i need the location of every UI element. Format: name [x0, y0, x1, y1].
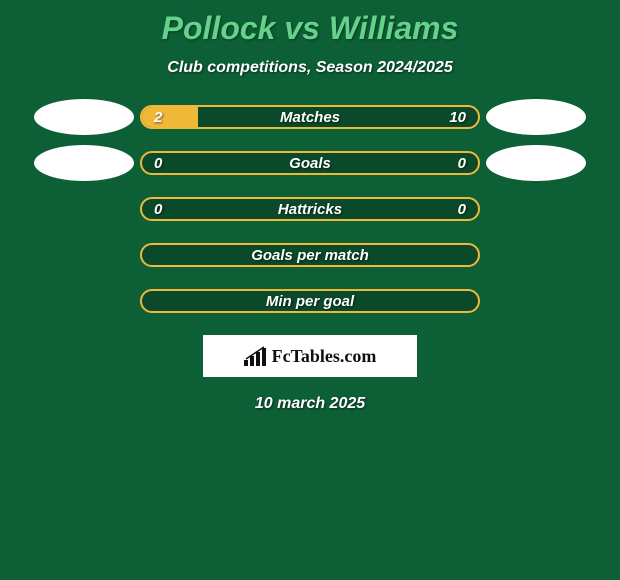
player-right-avatar: [486, 145, 586, 181]
right-avatar-slot: [480, 99, 592, 135]
brand-text: FcTables.com: [272, 346, 377, 367]
stat-row: 00Goals: [0, 151, 620, 175]
stat-row: Goals per match: [0, 243, 620, 267]
right-avatar-slot: [480, 145, 592, 181]
player-right-avatar: [486, 99, 586, 135]
brand-logo[interactable]: FcTables.com: [203, 335, 417, 377]
stat-bar: 00Goals: [140, 151, 480, 175]
stat-bar: 210Matches: [140, 105, 480, 129]
date-label: 10 march 2025: [0, 395, 620, 413]
player-left-avatar: [34, 99, 134, 135]
stat-row: 00Hattricks: [0, 197, 620, 221]
stat-label: Matches: [142, 107, 478, 127]
stat-label: Hattricks: [142, 199, 478, 219]
stat-bar: Goals per match: [140, 243, 480, 267]
player-left-avatar: [34, 145, 134, 181]
left-avatar-slot: [28, 99, 140, 135]
chart-icon: [244, 346, 268, 366]
subtitle: Club competitions, Season 2024/2025: [0, 59, 620, 77]
stat-row: Min per goal: [0, 289, 620, 313]
page-title: Pollock vs Williams: [0, 0, 620, 47]
comparison-card: Pollock vs Williams Club competitions, S…: [0, 0, 620, 580]
stats-list: 210Matches 00Goals 00Hattricks Goals per ma…: [0, 105, 620, 313]
stat-bar: 00Hattricks: [140, 197, 480, 221]
stat-bar: Min per goal: [140, 289, 480, 313]
stat-label: Goals per match: [142, 245, 478, 265]
left-avatar-slot: [28, 145, 140, 181]
stat-label: Min per goal: [142, 291, 478, 311]
stat-label: Goals: [142, 153, 478, 173]
stat-row: 210Matches: [0, 105, 620, 129]
